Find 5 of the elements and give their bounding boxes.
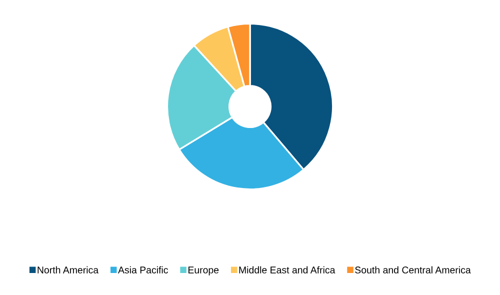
legend-label: South and Central America [355,266,471,274]
legend-label: Europe [188,266,219,276]
legend-label: Asia Pacific [118,266,168,274]
legend-label: North America [38,266,99,274]
legend-label: Middle East and Africa [239,266,336,274]
